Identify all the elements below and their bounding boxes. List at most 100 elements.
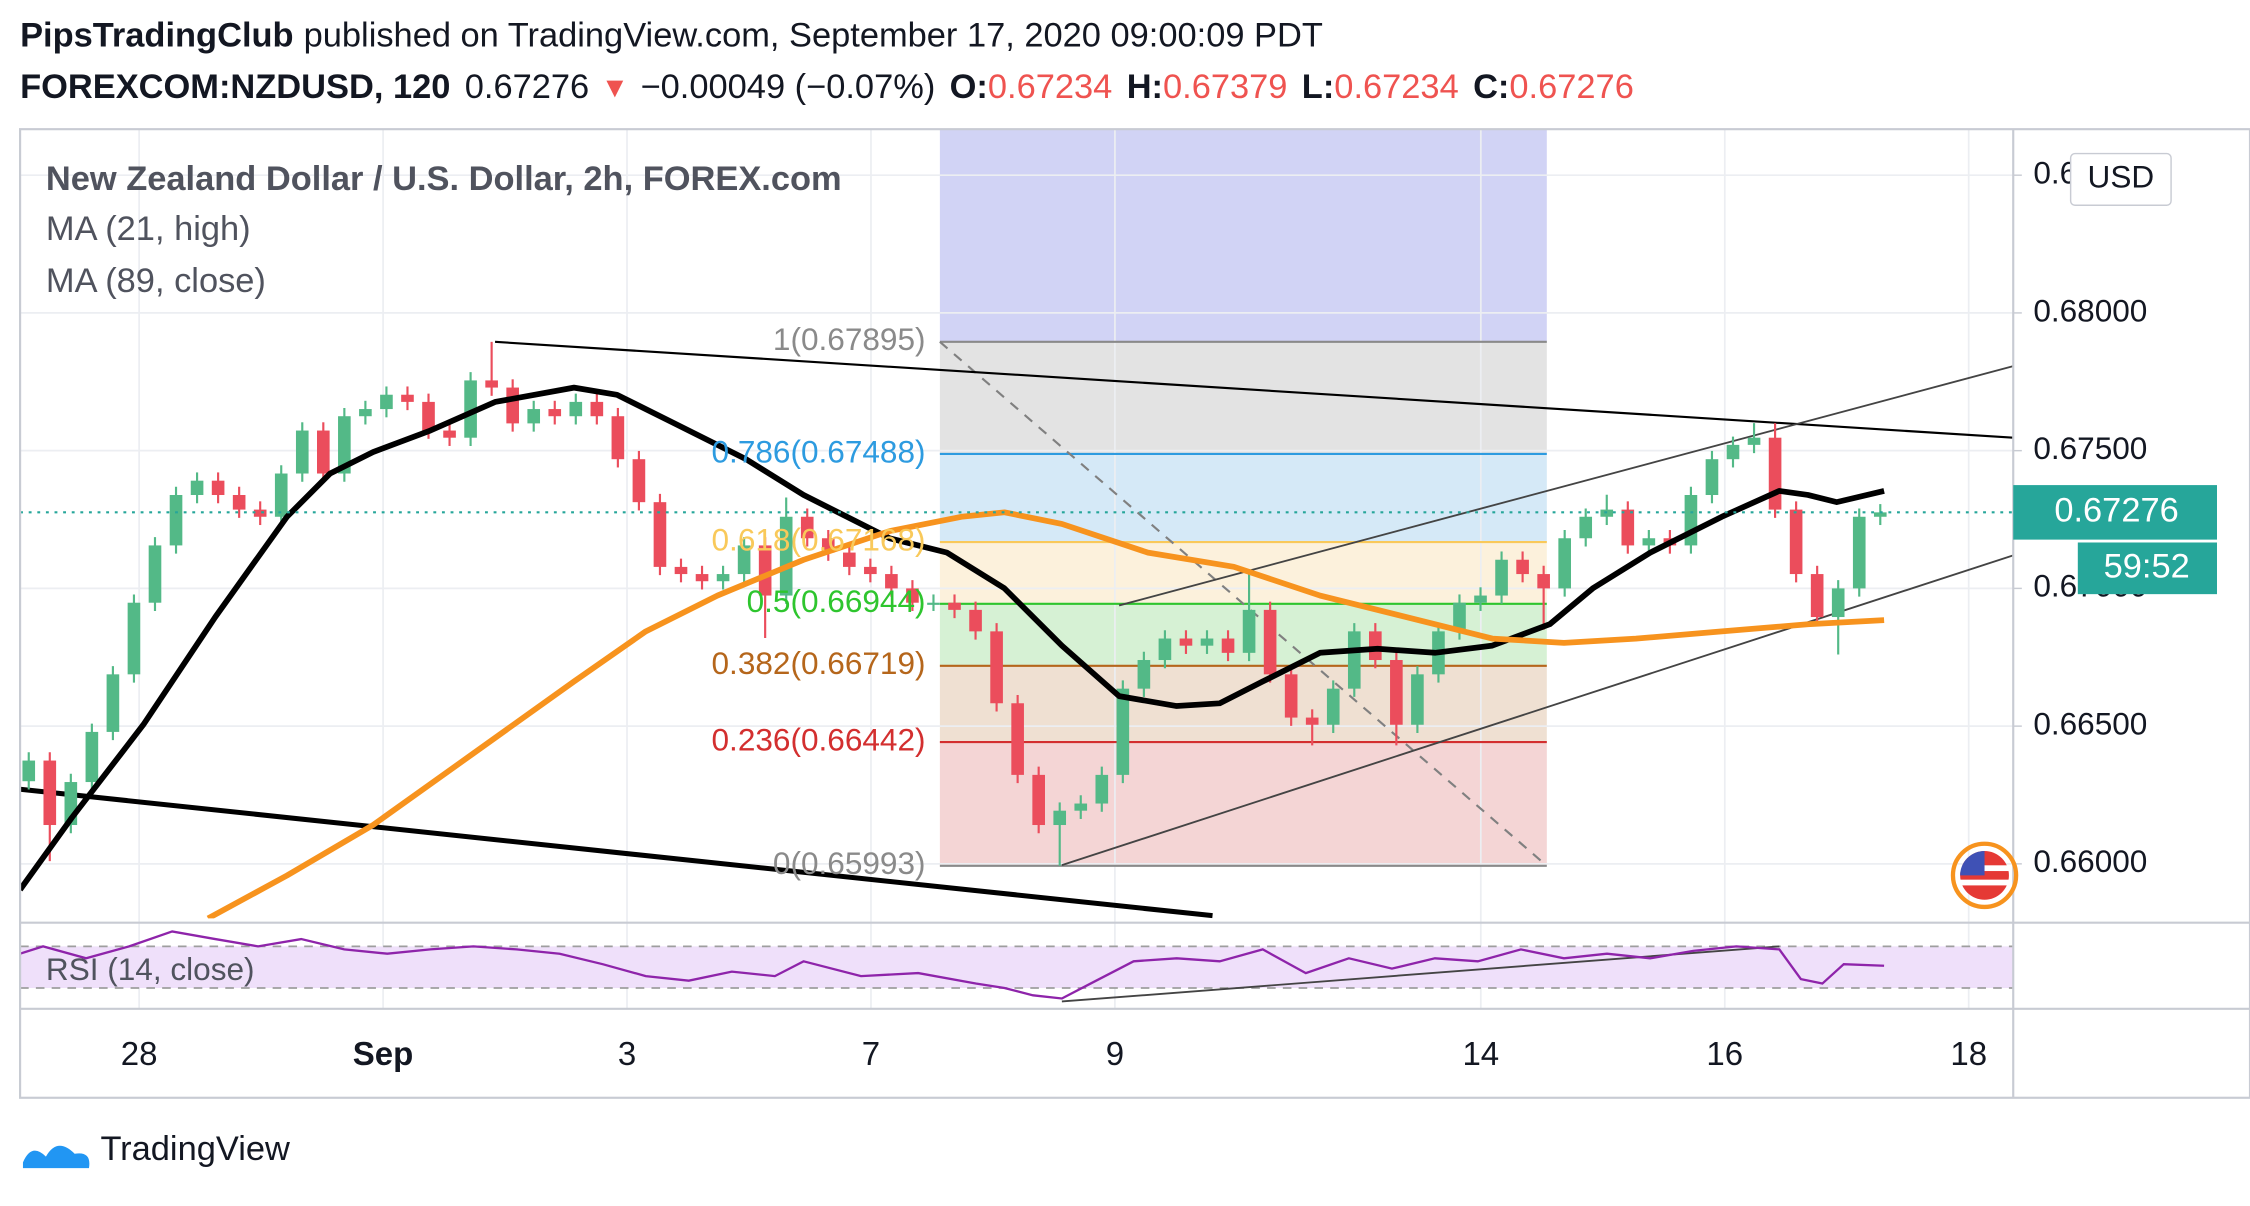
- moving-average: [206, 509, 1885, 919]
- candle-body: [1705, 459, 1719, 496]
- candle-body: [569, 401, 583, 417]
- candle-body: [1200, 638, 1214, 646]
- x-tick-label: Sep: [353, 1035, 414, 1072]
- candle-body: [906, 588, 919, 603]
- candle-body: [1810, 574, 1824, 618]
- main-pane: [20, 340, 2014, 919]
- fib-zone: [939, 665, 1547, 743]
- fib-range: [939, 129, 1547, 342]
- candle-body: [1369, 631, 1382, 661]
- candle-body: [359, 409, 372, 417]
- candle-body: [548, 409, 562, 417]
- candle-body: [653, 502, 667, 567]
- candle-body: [1326, 688, 1340, 725]
- candle-body: [1390, 660, 1403, 725]
- trendline: [1118, 365, 2014, 607]
- countdown: 59:52: [2104, 547, 2190, 585]
- flag-canton: [1960, 850, 1985, 876]
- x-tick-label: 9: [1106, 1035, 1124, 1072]
- candle-body: [1684, 495, 1698, 546]
- candle-body: [401, 394, 414, 402]
- symbol-line: FOREXCOM:NZDUSD, 120 0.67276 ▼ −0.00049 (−0…: [20, 68, 1634, 106]
- ohlc-value: 0.67234: [1334, 68, 1458, 106]
- candle-body: [1011, 703, 1024, 775]
- candle-body: [422, 401, 435, 431]
- y-tick-label: 0.68000: [2033, 292, 2147, 328]
- candle-body: [1579, 516, 1593, 539]
- candle-body: [1053, 810, 1067, 826]
- rsi-pane: [20, 930, 2014, 1003]
- author: PipsTradingClub: [20, 16, 293, 54]
- candle-body: [779, 516, 793, 596]
- x-tick-label: 14: [1462, 1035, 1499, 1072]
- ohlc-key: H:: [1127, 68, 1163, 106]
- rsi-label: RSI (14, close): [46, 951, 255, 987]
- trendline: [20, 786, 1213, 919]
- ohlc-value: 0.67379: [1163, 68, 1287, 106]
- candle-body: [1137, 660, 1151, 689]
- candle-body: [295, 430, 309, 474]
- candle-body: [674, 566, 688, 575]
- candle-body: [253, 509, 267, 517]
- candle-body: [43, 760, 57, 826]
- candle-body: [1621, 509, 1635, 546]
- candle-body: [948, 602, 961, 610]
- candle-body: [1347, 631, 1361, 689]
- candle-body: [737, 545, 751, 575]
- candle-body: [338, 416, 351, 474]
- footer: TradingView: [22, 1130, 290, 1169]
- candle-body: [969, 609, 982, 632]
- fib-label: 0.5(0.66944): [747, 583, 926, 619]
- candle-body: [1221, 638, 1235, 653]
- labels: 28Sep3791416180.660000.665000.670000.675…: [121, 155, 2217, 1072]
- candle-body: [1116, 688, 1130, 775]
- candle-body: [127, 602, 141, 675]
- candle-body: [927, 602, 940, 605]
- rsi-line: [20, 930, 1885, 1000]
- candle-body: [169, 495, 183, 546]
- candle-body: [758, 545, 772, 596]
- candle-body: [316, 430, 330, 474]
- candle-body: [1095, 774, 1109, 804]
- x-tick-label: 7: [862, 1035, 880, 1072]
- candle-body: [464, 380, 477, 438]
- candle-body: [1495, 559, 1508, 596]
- candle-body: [106, 674, 120, 732]
- candle-body: [1747, 437, 1761, 445]
- candle-body: [1411, 674, 1424, 725]
- candle-body: [1074, 803, 1088, 811]
- currency-box: [2069, 152, 2172, 206]
- fib-zone: [939, 453, 1547, 543]
- candle-body: [380, 394, 393, 410]
- candle-body: [611, 416, 625, 460]
- candle-body: [506, 387, 519, 424]
- candle-body: [590, 401, 604, 417]
- candle-body: [864, 566, 877, 575]
- candle-body: [485, 380, 498, 388]
- last-price-label: 0.67276: [2054, 491, 2178, 529]
- candle-body: [1242, 609, 1256, 653]
- ohlc-value: 0.67234: [988, 68, 1112, 106]
- candle-body: [1537, 574, 1550, 589]
- candle-body: [1284, 674, 1298, 718]
- candle-body: [148, 545, 162, 603]
- candle-body: [1474, 595, 1487, 603]
- ohlc-key: L:: [1302, 68, 1334, 106]
- candle-body: [232, 495, 246, 510]
- fib-label: 0.236(0.66442): [712, 721, 926, 757]
- fib-label: 0(0.65993): [773, 845, 926, 881]
- ohlc-value: 0.67276: [1509, 68, 1633, 106]
- currency: USD: [2088, 159, 2155, 195]
- candle-body: [274, 473, 288, 517]
- price: 0.67276: [465, 68, 589, 106]
- candle-body: [716, 574, 730, 582]
- candle-body: [1642, 538, 1656, 546]
- candle-body: [527, 409, 541, 424]
- brand: TradingView: [100, 1130, 290, 1168]
- candle-body: [1453, 602, 1466, 632]
- fib-label: 0.382(0.66719): [712, 645, 926, 681]
- candle-body: [1873, 512, 1887, 517]
- brand-logo: [22, 1145, 90, 1169]
- candle-body: [1263, 609, 1277, 675]
